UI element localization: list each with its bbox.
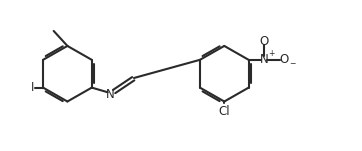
Text: O: O [279,53,288,66]
Text: I: I [31,81,34,94]
Text: O: O [259,35,268,48]
Text: N: N [260,53,268,66]
Text: −: − [289,60,295,69]
Text: N: N [106,88,115,101]
Text: Cl: Cl [218,105,230,118]
Text: +: + [269,49,275,58]
